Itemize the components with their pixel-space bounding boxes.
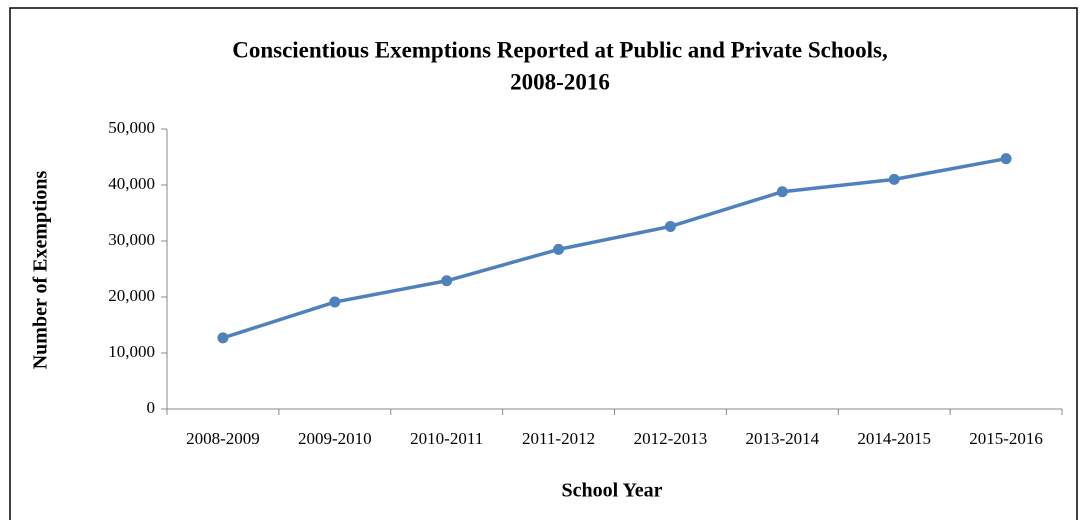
data-point	[441, 275, 453, 287]
chart-title: 2008-2016	[510, 69, 610, 94]
data-point	[664, 220, 676, 232]
x-tick-label: 2015-2016	[969, 429, 1043, 448]
x-tick-label: 2011-2012	[522, 429, 595, 448]
y-tick-label: 0	[147, 398, 156, 417]
data-point	[776, 186, 788, 198]
data-point	[217, 332, 229, 344]
x-tick-label: 2013-2014	[745, 429, 819, 448]
data-point	[888, 173, 900, 185]
y-axis-title: Number of Exemptions	[30, 171, 52, 370]
chart-border	[9, 7, 1078, 520]
y-tick-label: 30,000	[108, 230, 155, 249]
y-tick-label: 40,000	[108, 174, 155, 193]
x-tick-label: 2014-2015	[857, 429, 931, 448]
y-tick-label: 20,000	[108, 286, 155, 305]
chart-title: Conscientious Exemptions Reported at Pub…	[232, 37, 888, 62]
x-tick-label: 2008-2009	[186, 429, 260, 448]
data-line	[222, 156, 1007, 340]
x-tick-label: 2012-2013	[634, 429, 708, 448]
data-point	[1000, 153, 1012, 165]
data-point	[329, 296, 341, 308]
x-tick-label: 2010-2011	[410, 429, 483, 448]
x-axis-title: School Year	[562, 480, 663, 502]
y-tick-label: 50,000	[108, 118, 155, 137]
y-tick-label: 10,000	[108, 342, 155, 361]
x-tick-label: 2009-2010	[298, 429, 372, 448]
data-point	[553, 243, 565, 255]
